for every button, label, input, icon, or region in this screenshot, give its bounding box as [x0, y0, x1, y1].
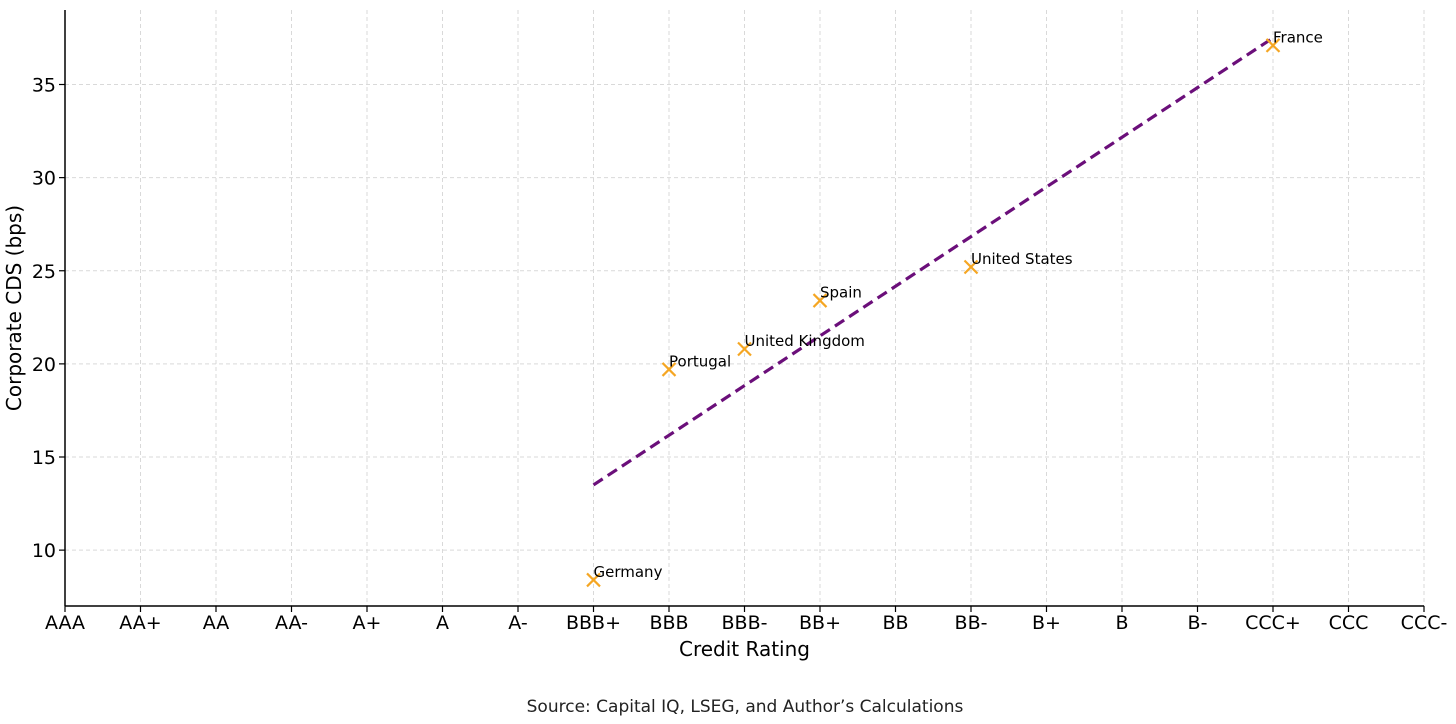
x-tick-label: AA+ — [119, 612, 161, 634]
x-tick-label: CCC+ — [1245, 612, 1301, 634]
y-tick-label: 20 — [32, 354, 56, 376]
point-marker-stroke — [737, 341, 752, 357]
point-label: United Kingdom — [745, 332, 865, 350]
point-marker-stroke — [1265, 38, 1281, 53]
x-tick-label: BB+ — [799, 612, 841, 634]
point-marker-stroke — [661, 362, 677, 377]
y-tick-label: 25 — [32, 261, 56, 283]
trend-line-group — [592, 36, 1274, 487]
data-point: France — [1265, 28, 1323, 53]
y-ticks: 10 15 20 25 30 35 — [32, 75, 65, 562]
y-tick-label: 30 — [32, 168, 56, 190]
x-tick-label: B+ — [1032, 612, 1061, 634]
point-label: France — [1273, 28, 1323, 46]
y-tick-label: 35 — [32, 75, 56, 97]
x-tick-label: BBB- — [722, 612, 768, 634]
source-note: Source: Capital IQ, LSEG, and Author’s C… — [526, 697, 964, 717]
data-point: Portugal — [661, 352, 731, 377]
point-label: Spain — [820, 284, 862, 302]
data-point: Spain — [812, 284, 862, 308]
x-tick-label: BB — [882, 612, 908, 634]
y-axis-title: Corporate CDS (bps) — [2, 205, 26, 411]
y-tick-label: 10 — [32, 540, 56, 562]
data-point: United Kingdom — [737, 332, 865, 357]
point-marker-stroke — [812, 293, 828, 308]
point-label: Germany — [594, 563, 663, 581]
scatter-chart: AAA AA+ AA AA- A+ A A- BBB+ BBB BBB- BB+ BB BB- B+ B B-… — [2, 10, 1447, 661]
x-tick-label: B- — [1188, 612, 1208, 634]
x-tick-label: BBB+ — [566, 612, 621, 634]
y-tick-label: 15 — [32, 447, 56, 469]
x-tick-label: BB- — [955, 612, 988, 634]
x-tick-label: B — [1115, 612, 1128, 634]
x-tick-label: A — [436, 612, 449, 634]
data-points: Germany Portugal United Kingdom Spain United… — [586, 28, 1323, 588]
grid — [65, 10, 1425, 606]
x-tick-label: BBB — [649, 612, 688, 634]
x-tick-label: A- — [508, 612, 527, 634]
point-label: United States — [971, 250, 1073, 268]
point-marker-stroke — [963, 259, 979, 275]
x-axis-title: Credit Rating — [679, 637, 810, 661]
data-point: Germany — [586, 563, 663, 588]
x-tick-label: AA — [203, 612, 230, 634]
data-point: United States — [963, 250, 1073, 275]
x-tick-label: AAA — [45, 612, 85, 634]
x-tick-label: CCC- — [1401, 612, 1448, 634]
point-label: Portugal — [669, 352, 731, 370]
trend-line — [592, 36, 1274, 487]
x-ticks: AAA AA+ AA AA- A+ A A- BBB+ BBB BBB- BB+ BB BB- B+ B B-… — [45, 606, 1447, 634]
x-tick-label: AA- — [275, 612, 308, 634]
x-tick-label: A+ — [353, 612, 382, 634]
point-marker-stroke — [586, 572, 601, 588]
x-tick-label: CCC — [1329, 612, 1369, 634]
